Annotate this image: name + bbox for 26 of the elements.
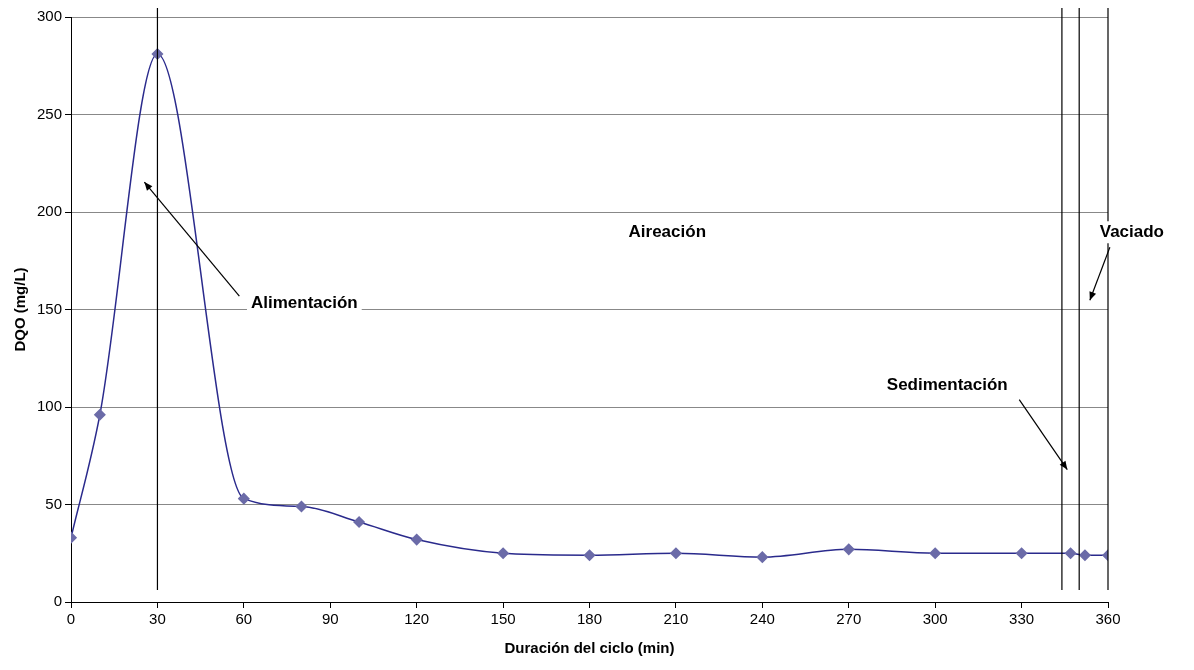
x-tick-label: 240 (749, 610, 775, 628)
y-axis-title: DQO (mg/L) (11, 267, 29, 352)
y-tick-label: 0 (53, 592, 63, 610)
x-tick-label: 330 (1009, 610, 1035, 628)
x-tick-label: 90 (321, 610, 339, 628)
x-axis-title: Duración del ciclo (min) (504, 639, 675, 657)
y-tick-label: 150 (37, 299, 63, 317)
y-tick-label: 50 (45, 494, 63, 512)
x-tick-label: 270 (836, 610, 862, 628)
x-tick-label: 30 (149, 610, 166, 628)
x-tick-label: 150 (490, 610, 516, 628)
y-tick-label: 300 (37, 7, 63, 25)
x-tick-label: 180 (577, 610, 603, 628)
y-tick-label: 250 (37, 104, 63, 122)
annotation: Alimentación (250, 292, 358, 312)
y-tick-label: 100 (37, 397, 63, 415)
x-tick-label: 360 (1095, 610, 1121, 628)
x-tick-label: 210 (663, 610, 689, 628)
annotation: Aireación (628, 221, 707, 241)
annotation: Vaciado (1099, 221, 1164, 241)
x-tick-label: 60 (235, 610, 253, 628)
x-tick-label: 120 (404, 610, 430, 628)
annotation: Sedimentación (886, 375, 1008, 395)
x-tick-label: 300 (922, 610, 948, 628)
x-tick-label: 0 (66, 610, 76, 628)
y-tick-label: 200 (37, 202, 63, 220)
